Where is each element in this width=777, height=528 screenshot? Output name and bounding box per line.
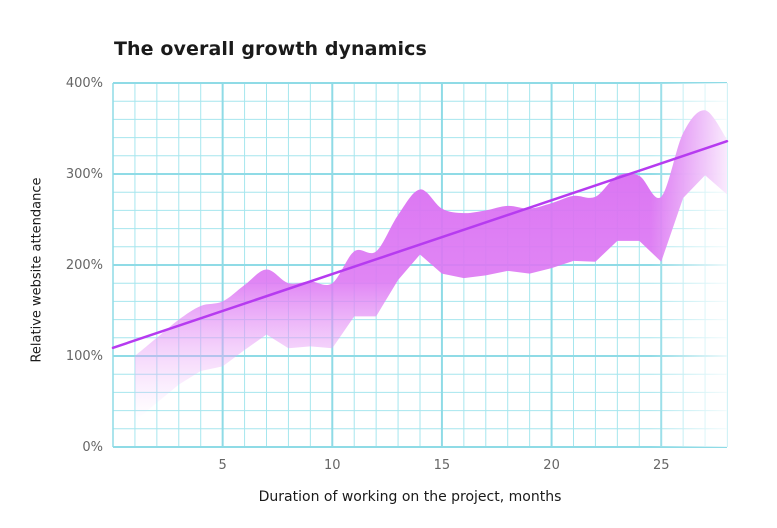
y-tick-label: 200% [66, 258, 103, 273]
chart-title: The overall growth dynamics [114, 38, 427, 60]
area-right-fade [650, 83, 727, 447]
y-tick-label: 0% [82, 440, 103, 455]
x-tick-label: 20 [543, 458, 560, 473]
y-tick-label: 100% [66, 349, 103, 364]
y-tick-label: 300% [66, 167, 103, 182]
x-tick-label: 10 [324, 458, 341, 473]
y-tick-label: 400% [66, 76, 103, 91]
trend-layer [111, 139, 729, 350]
x-tick-label: 5 [219, 458, 227, 473]
x-axis-label: Duration of working on the project, mont… [258, 489, 562, 505]
area-layer [134, 83, 727, 447]
x-tick-label: 25 [653, 458, 670, 473]
grid [112, 82, 728, 448]
tick-labels: 0% 100% 200% 300% 400% 5 10 15 20 25 [66, 76, 670, 473]
trend-line [111, 139, 729, 350]
area-series [134, 110, 727, 421]
x-tick-label: 15 [434, 458, 451, 473]
